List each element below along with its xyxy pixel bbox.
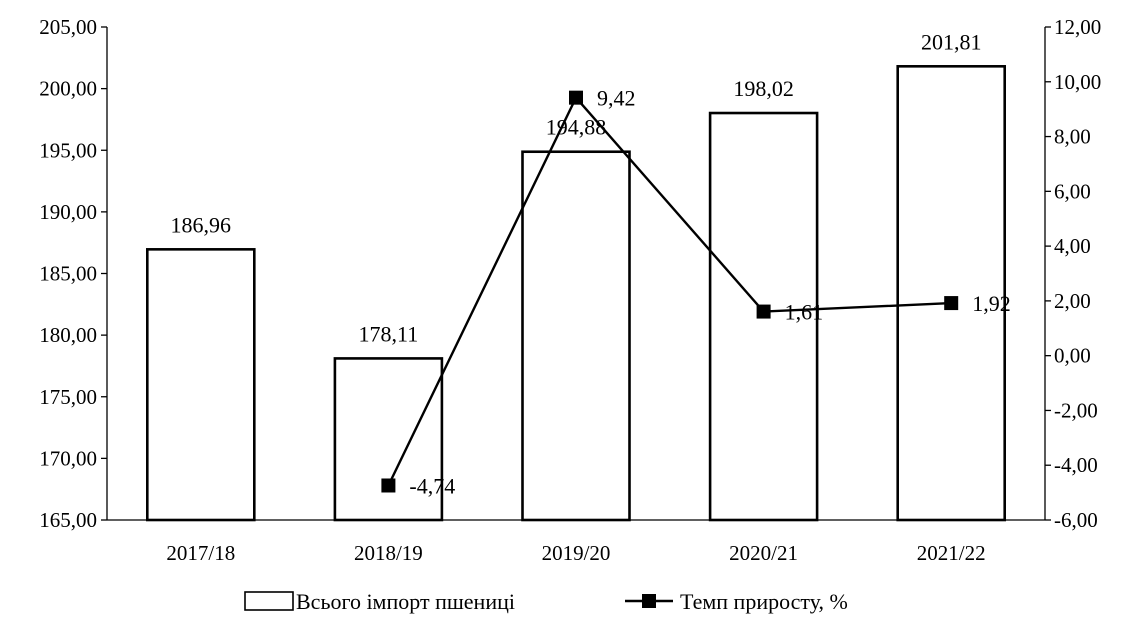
line-value-label: 1,61 bbox=[785, 300, 824, 325]
bar-value-label: 198,02 bbox=[733, 76, 794, 101]
right-y-tick-label: -4,00 bbox=[1054, 453, 1098, 477]
left-y-tick-label: 180,00 bbox=[39, 323, 97, 347]
left-y-tick-label: 190,00 bbox=[39, 200, 97, 224]
line-series bbox=[381, 90, 959, 493]
legend-bar-label: Всього імпорт пшениці bbox=[296, 589, 515, 614]
x-tick-label: 2017/18 bbox=[166, 541, 235, 565]
left-y-tick-label: 165,00 bbox=[39, 508, 97, 532]
growth-rate-marker bbox=[944, 296, 959, 311]
x-tick-label: 2018/19 bbox=[354, 541, 423, 565]
bar-value-label: 178,11 bbox=[359, 321, 419, 346]
bar-2018-19 bbox=[333, 357, 444, 522]
bar-data-labels: 186,96 178,11 194,88 198,02 201,81 bbox=[171, 29, 982, 346]
bar-value-label: 201,81 bbox=[921, 29, 982, 54]
bar-2019-20 bbox=[521, 150, 631, 522]
x-tick-label: 2021/22 bbox=[917, 541, 986, 565]
left-y-tick-label: 205,00 bbox=[39, 15, 97, 39]
left-y-tick-label: 170,00 bbox=[39, 446, 97, 470]
right-y-axis-ticks: -6,00 -4,00 -2,00 0,00 2,00 4,00 6,00 8,00 10,00… bbox=[1045, 15, 1101, 532]
right-y-tick-label: -2,00 bbox=[1054, 398, 1098, 422]
growth-rate-marker bbox=[569, 90, 583, 105]
right-y-tick-label: 10,00 bbox=[1054, 70, 1101, 94]
right-y-tick-label: 0,00 bbox=[1054, 344, 1091, 368]
right-y-tick-label: 6,00 bbox=[1054, 179, 1091, 203]
legend: Всього імпорт пшениці Темп приросту, % bbox=[244, 589, 848, 614]
right-y-tick-label: 4,00 bbox=[1054, 234, 1091, 258]
line-value-label: 1,92 bbox=[972, 291, 1011, 316]
bar-2017-18 bbox=[146, 248, 256, 522]
right-y-tick-label: 8,00 bbox=[1054, 125, 1091, 149]
x-axis-tick-labels: 2017/18 2018/19 2019/20 2020/21 2021/22 bbox=[166, 541, 985, 565]
left-y-axis-ticks: 165,00 170,00 175,00 180,00 185,00 190,00 195,… bbox=[39, 15, 107, 532]
left-y-tick-label: 195,00 bbox=[39, 138, 97, 162]
x-tick-label: 2020/21 bbox=[729, 541, 798, 565]
growth-rate-marker bbox=[381, 478, 396, 493]
legend-line-label: Темп приросту, % bbox=[680, 589, 848, 614]
right-y-tick-label: -6,00 bbox=[1054, 508, 1098, 532]
line-value-label: 9,42 bbox=[597, 86, 636, 111]
legend-bar-swatch bbox=[244, 591, 294, 611]
legend-line-marker bbox=[642, 594, 656, 608]
x-tick-label: 2019/20 bbox=[542, 541, 611, 565]
left-y-tick-label: 175,00 bbox=[39, 385, 97, 409]
plot-area: 165,00 170,00 175,00 180,00 185,00 190,00 195,… bbox=[39, 15, 1101, 565]
right-y-tick-label: 12,00 bbox=[1054, 15, 1101, 39]
left-y-tick-label: 185,00 bbox=[39, 262, 97, 286]
bar-2021-22 bbox=[896, 65, 1007, 522]
bar-value-label: 186,96 bbox=[171, 212, 232, 237]
bar-value-label: 194,88 bbox=[546, 115, 607, 140]
line-data-labels: -4,74 9,42 1,61 1,92 bbox=[409, 86, 1010, 499]
growth-rate-line bbox=[387, 95, 952, 487]
left-y-tick-label: 200,00 bbox=[39, 77, 97, 101]
right-y-tick-label: 2,00 bbox=[1054, 289, 1091, 313]
growth-rate-marker bbox=[756, 304, 771, 319]
line-value-label: -4,74 bbox=[409, 473, 455, 498]
